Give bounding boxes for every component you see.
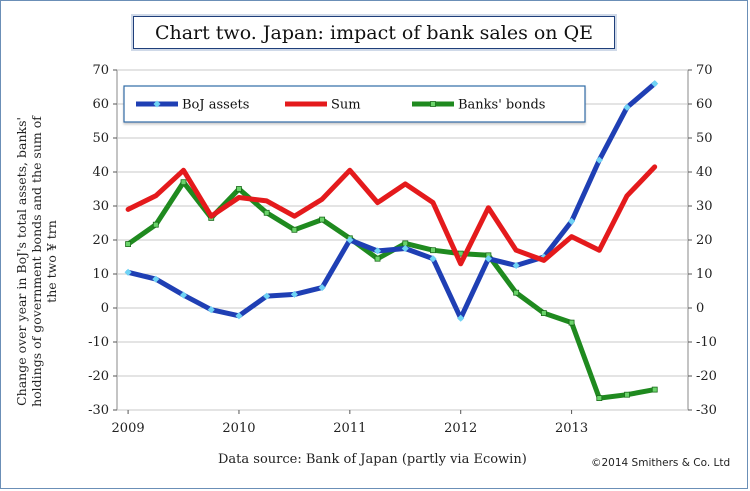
legend-marker-boj-assets — [153, 100, 161, 108]
data-point-boj-assets — [235, 312, 243, 320]
y-tick-label-right: 70 — [696, 63, 713, 78]
data-point-banks-bonds — [291, 226, 298, 233]
data-point-boj-assets — [374, 247, 382, 255]
data-point-banks-bonds — [319, 216, 326, 223]
y-tick-label-left: 40 — [92, 165, 109, 180]
y-tick-label-right: -30 — [696, 403, 717, 418]
series-layer — [124, 80, 659, 402]
data-point-boj-assets — [263, 292, 271, 300]
data-point-boj-assets — [457, 314, 465, 322]
copyright-note: ©2014 Smithers & Co. Ltd — [591, 457, 731, 469]
legend-label-sum: Sum — [331, 98, 361, 113]
data-point-banks-bonds — [596, 395, 603, 402]
y-tick-label-left: 10 — [92, 267, 109, 282]
y-tick-label-right: 20 — [696, 233, 713, 248]
data-point-banks-bonds — [513, 289, 520, 296]
data-point-banks-bonds — [568, 319, 575, 326]
data-point-boj-assets — [179, 291, 188, 299]
y-tick-label-left: 20 — [92, 233, 109, 248]
data-point-banks-bonds — [430, 247, 436, 254]
y-tick-label-left: 30 — [92, 199, 109, 214]
data-point-boj-assets — [595, 156, 603, 164]
y-tick-label-right: -10 — [696, 335, 717, 350]
data-point-boj-assets — [484, 255, 492, 263]
data-point-boj-assets — [568, 217, 576, 225]
x-tick-label: 2012 — [444, 421, 477, 436]
y-tick-label-left: -30 — [88, 403, 109, 418]
y-axis-label: Change over year in BoJ's total assets, … — [14, 116, 59, 407]
data-point-boj-assets — [207, 306, 215, 314]
x-tick-label: 2009 — [112, 421, 145, 436]
data-point-boj-assets — [623, 103, 631, 111]
y-tick-label-right: 40 — [696, 165, 713, 180]
data-point-banks-bonds — [125, 241, 131, 247]
data-point-banks-bonds — [540, 310, 547, 317]
series-line-boj-assets — [125, 81, 658, 321]
y-axis-left: 70 60 50 40 30 20 10 0 -10 -20 -30 — [88, 63, 117, 418]
x-tick-label: 2010 — [222, 421, 255, 436]
series-line-sum — [125, 164, 658, 267]
y-tick-label-right: 30 — [696, 199, 713, 214]
x-tick-label: 2011 — [333, 421, 366, 436]
data-point-banks-bonds — [651, 386, 658, 393]
data-point-boj-assets — [124, 268, 132, 276]
data-point-banks-bonds — [624, 391, 630, 398]
legend-marker-banks-bonds — [430, 101, 436, 107]
data-point-boj-assets — [401, 244, 409, 253]
data-point-banks-bonds — [263, 209, 270, 216]
data-point-boj-assets — [318, 284, 326, 292]
legend: BoJ assets Sum Banks' bonds — [123, 85, 586, 123]
x-axis: 2009 2010 2011 2012 2013 — [112, 410, 588, 436]
data-point-banks-bonds — [374, 255, 381, 262]
data-point-banks-bonds — [236, 186, 242, 192]
y-tick-label-right: 0 — [696, 301, 704, 316]
data-point-boj-assets — [346, 236, 354, 244]
y-tick-label-left: 60 — [92, 97, 109, 112]
data-point-boj-assets — [290, 290, 298, 298]
legend-box — [123, 85, 586, 123]
legend-label-boj-assets: BoJ assets — [182, 98, 249, 113]
data-source-note: Data source: Bank of Japan (partly via E… — [218, 452, 527, 467]
legend-label-banks-bonds: Banks' bonds — [458, 98, 545, 113]
y-tick-label-right: -20 — [696, 369, 717, 384]
y-tick-label-right: 60 — [696, 97, 713, 112]
data-point-boj-assets — [152, 275, 160, 283]
x-tick-label: 2013 — [555, 421, 588, 436]
data-point-boj-assets — [651, 80, 659, 88]
y-axis-right: 70 60 50 40 30 20 10 0 -10 -20 -30 — [688, 63, 717, 418]
chart-title-box: Chart two. Japan: impact of bank sales o… — [133, 16, 615, 49]
data-point-banks-bonds — [152, 221, 159, 228]
y-tick-label-left: 0 — [101, 301, 109, 316]
data-point-boj-assets — [429, 255, 437, 263]
y-tick-label-right: 50 — [696, 131, 713, 146]
y-tick-label-left: 50 — [92, 131, 109, 146]
data-point-boj-assets — [512, 261, 520, 270]
y-tick-label-left: 70 — [92, 63, 109, 78]
data-point-banks-bonds — [180, 179, 187, 186]
y-tick-label-left: -20 — [88, 369, 109, 384]
y-tick-label-right: 10 — [696, 267, 713, 282]
chart-title: Chart two. Japan: impact of bank sales o… — [154, 21, 594, 44]
y-tick-label-left: -10 — [88, 335, 109, 350]
